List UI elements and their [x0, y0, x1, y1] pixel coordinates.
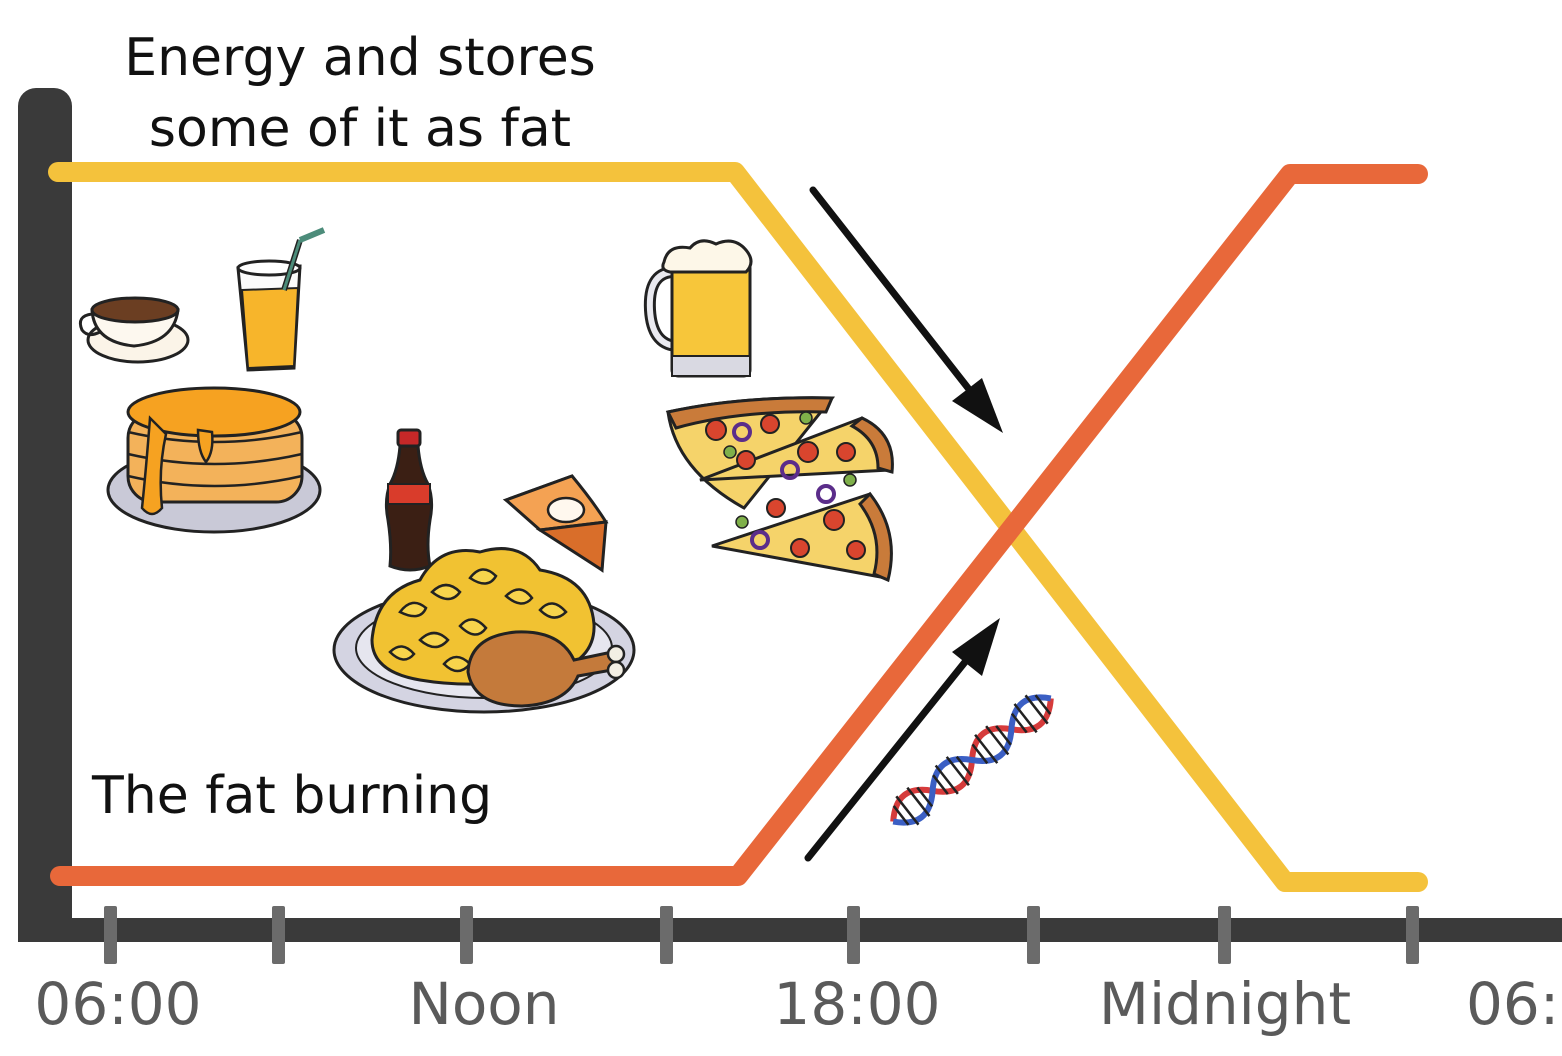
- pie-slice-icon: [502, 474, 609, 573]
- tick-mark: [1406, 906, 1419, 964]
- energy-label-line2: some of it as fat: [149, 99, 571, 159]
- tick-mark: [660, 906, 673, 964]
- tick-label-noon: Noon: [408, 970, 559, 1038]
- fat-burning-line: [50, 164, 1428, 886]
- cola-bottle-icon: [384, 428, 434, 572]
- axes: [18, 88, 1562, 964]
- tick-label-0600: 06:00: [34, 970, 201, 1038]
- pizza-slices-icon: [665, 396, 894, 583]
- beer-mug-icon: [643, 239, 753, 378]
- energy-label-line1: Energy and stores: [124, 28, 596, 88]
- x-axis-tick-labels: 06:00 Noon 18:00 Midnight 06:: [34, 970, 1559, 1038]
- arrow-up-right-icon: [804, 618, 1000, 862]
- tick-mark: [272, 906, 285, 964]
- tick-mark: [1027, 906, 1040, 964]
- fat-burning-label: The fat burning: [91, 766, 492, 826]
- tick-label-next-0600: 06:: [1466, 970, 1559, 1038]
- tick-mark: [847, 906, 860, 964]
- tick-mark: [1218, 906, 1231, 964]
- arrow-down-right-icon: [809, 186, 1003, 433]
- energy-label: Energy and stores some of it as fat: [124, 28, 596, 159]
- y-axis-bar: [18, 88, 72, 940]
- tick-label-1800: 18:00: [773, 970, 940, 1038]
- orange-juice-icon: [236, 227, 326, 372]
- tick-mark: [104, 906, 117, 964]
- coffee-cup-icon: [78, 296, 190, 364]
- dna-helix-icon: [890, 694, 1054, 826]
- tick-mark: [460, 906, 473, 964]
- tick-marks: [104, 906, 1419, 964]
- x-axis-bar: [18, 918, 1562, 942]
- pancakes-icon: [106, 386, 322, 534]
- pasta-chicken-plate-icon: [332, 547, 636, 714]
- tick-label-midnight: Midnight: [1099, 970, 1351, 1038]
